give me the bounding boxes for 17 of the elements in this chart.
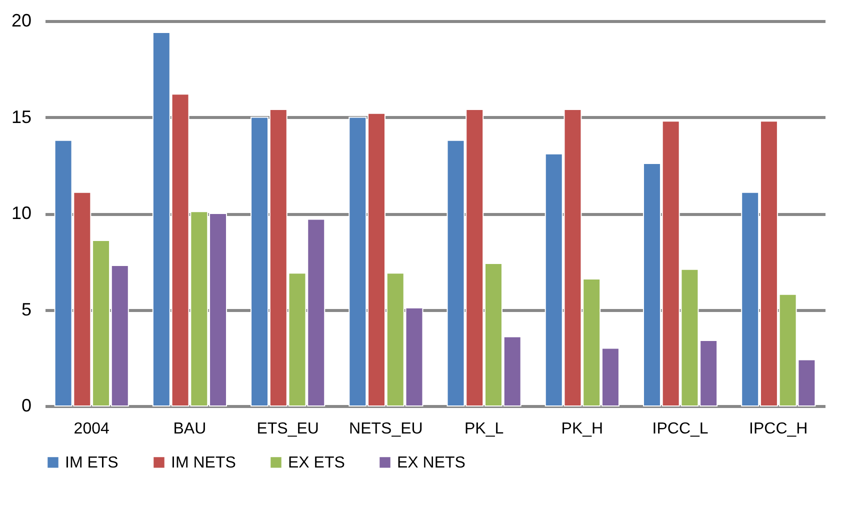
x-tick-label: IPCC_H xyxy=(749,420,808,438)
y-tick-label: 5 xyxy=(21,299,32,320)
x-tick-label: PK_H xyxy=(561,420,604,438)
x-tick-label: PK_L xyxy=(464,420,504,438)
y-tick-label: 15 xyxy=(11,106,32,127)
legend-label: EX ETS xyxy=(288,454,345,472)
y-tick-label: 0 xyxy=(21,396,32,416)
legend-label: EX NETS xyxy=(397,454,466,472)
legend-label: IM NETS xyxy=(171,454,236,472)
x-tick-label: 2004 xyxy=(74,420,110,438)
y-tick-label: 10 xyxy=(11,203,32,223)
x-tick-label: BAU xyxy=(173,420,206,438)
y-tick-label: 20 xyxy=(11,10,32,30)
x-tick-label: NETS_EU xyxy=(349,420,423,438)
x-tick-label: ETS_EU xyxy=(256,420,319,438)
legend-label: IM ETS xyxy=(65,454,118,472)
x-tick-label: IPCC_L xyxy=(652,420,708,438)
